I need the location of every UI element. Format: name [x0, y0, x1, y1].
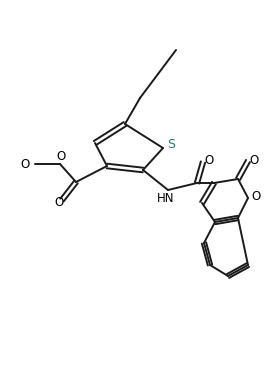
Text: O: O: [20, 158, 30, 170]
Text: O: O: [56, 150, 66, 163]
Text: O: O: [249, 153, 259, 166]
Text: O: O: [204, 155, 214, 167]
Text: O: O: [251, 191, 261, 203]
Text: O: O: [54, 195, 64, 209]
Text: HN: HN: [157, 192, 175, 204]
Text: S: S: [167, 138, 175, 150]
